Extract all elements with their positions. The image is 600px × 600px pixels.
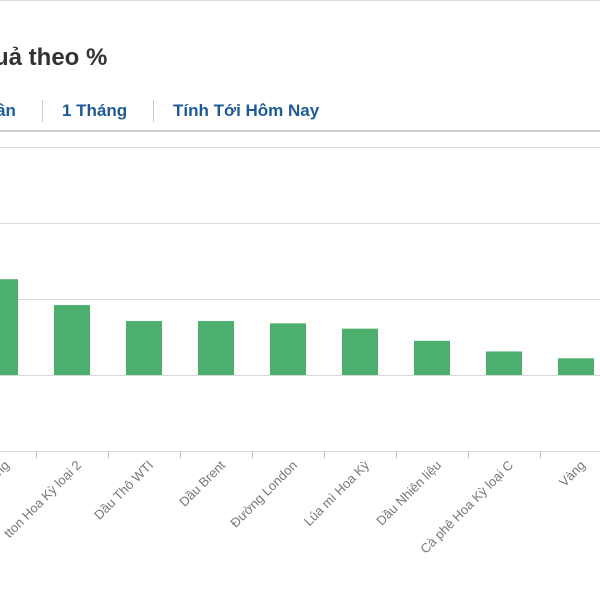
x-tick-label: Dầu Nhiên liệu — [373, 458, 444, 529]
tab-separator — [42, 100, 43, 122]
tab-separator — [153, 100, 154, 122]
bar — [342, 328, 378, 375]
x-tick-label: Dầu Brent — [176, 457, 228, 509]
x-tick-label: tton Hoa Kỳ loại 2 — [1, 458, 84, 541]
bar — [558, 358, 594, 375]
bar — [0, 279, 18, 375]
bar — [486, 351, 522, 375]
bar — [54, 305, 90, 375]
bar — [126, 321, 162, 375]
bar — [414, 340, 450, 375]
x-tick-label: Dầu Thô WTI — [91, 458, 156, 523]
chart-title: uả theo % — [0, 44, 108, 71]
tab-1-month[interactable]: 1 Tháng — [62, 101, 128, 120]
tab-year-to-date[interactable]: Tính Tới Hôm Nay — [173, 101, 320, 120]
bar — [270, 323, 306, 375]
x-tick-label: Đường London — [227, 458, 300, 531]
x-tick-label: Vàng — [556, 458, 588, 490]
x-tick-label: ong — [0, 458, 12, 484]
tabs-underline — [0, 130, 600, 132]
x-tick-label: Lúa mì Hoa Kỳ — [301, 457, 373, 529]
period-tabs: ần 1 Tháng Tính Tới Hôm Nay — [0, 98, 600, 128]
tab-partial[interactable]: ần — [0, 101, 16, 120]
bar — [198, 321, 234, 375]
top-border — [0, 0, 600, 1]
